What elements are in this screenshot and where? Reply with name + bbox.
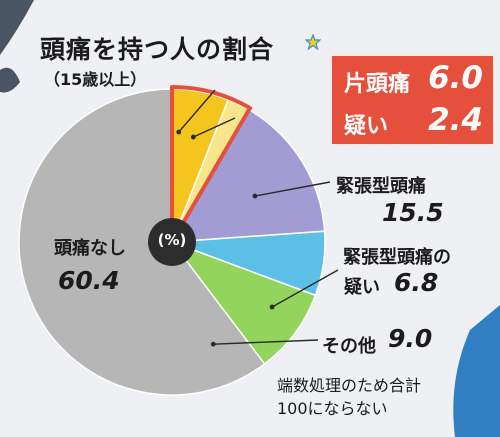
chart-subtitle: （15歳以上）	[44, 70, 147, 89]
pie-slice-5	[18, 88, 266, 396]
no-headache-label: 頭痛なし	[54, 238, 126, 259]
chart-title: 頭痛を持つ人の割合	[40, 35, 275, 64]
tension-suspected-value: 6.8	[394, 268, 439, 297]
leader-other	[213, 339, 319, 345]
leader-migraine-dot	[176, 129, 182, 135]
migraine-suspected-value: 2.4	[428, 102, 483, 138]
leader-migraine-suspected	[193, 117, 236, 138]
leader-tension	[254, 181, 331, 197]
migraine-suspected-label: 疑い	[344, 114, 389, 139]
footnote-line2: 100にならない	[277, 399, 388, 418]
center-unit-label: (%)	[157, 231, 187, 249]
leader-migraine-suspected-dot	[190, 134, 196, 140]
no-headache-value: 60.4	[58, 266, 120, 295]
star-icon	[305, 34, 321, 50]
leader-tension-suspected	[271, 269, 339, 308]
migraine-suspected-row: 疑い 2.4	[332, 102, 497, 142]
migraine-row: 片頭痛 6.0	[332, 60, 497, 100]
tension-suspected-label-line2: 疑い	[344, 277, 380, 298]
other-value: 9.0	[388, 324, 433, 353]
other-label: その他	[322, 336, 376, 357]
leader-other-dot	[210, 341, 216, 347]
tension-suspected-label-line1: 緊張型頭痛の	[343, 247, 451, 268]
migraine-label: 片頭痛	[344, 72, 411, 97]
footnote: 端数処理のため合計 100にならない	[277, 374, 421, 420]
pie-center-disc	[148, 218, 196, 266]
migraine-value: 6.0	[428, 60, 483, 96]
migraine-label-box: 片頭痛 6.0 疑い 2.4	[330, 54, 495, 146]
leader-migraine	[178, 89, 216, 133]
tension-value: 15.5	[382, 198, 444, 227]
leader-tension-suspected-dot	[269, 304, 275, 310]
leader-tension-dot	[252, 193, 258, 199]
pie-slice-4	[169, 240, 317, 365]
footnote-line1: 端数処理のため合計	[277, 376, 422, 395]
tension-label: 緊張型頭痛	[336, 176, 426, 197]
pie-slice-2	[170, 108, 326, 243]
